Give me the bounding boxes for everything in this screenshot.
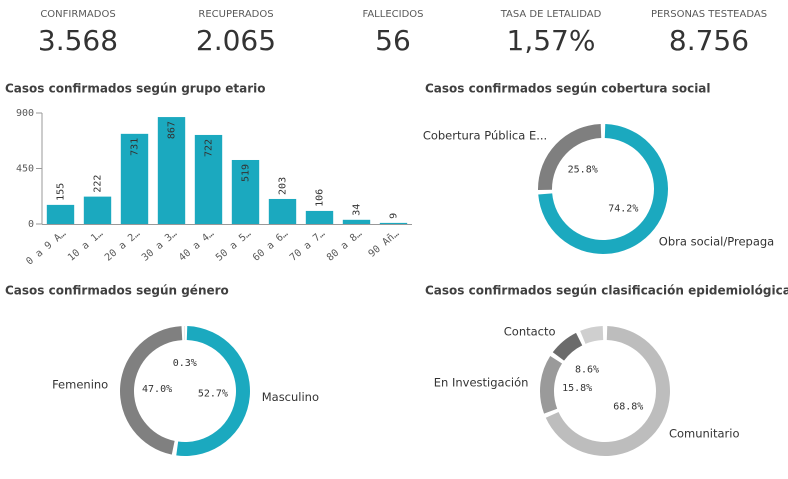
- data-label: 519: [241, 164, 252, 182]
- chart-title: Casos confirmados según clasificación ep…: [425, 284, 788, 298]
- chart-title: Casos confirmados según género: [5, 284, 229, 298]
- bar: [120, 133, 149, 224]
- bar: [157, 117, 186, 224]
- kpi-label: TASA DE LETALIDAD: [500, 9, 602, 20]
- bar: [231, 159, 260, 224]
- kpi-label: RECUPERADOS: [198, 9, 273, 20]
- data-label: 25.8%: [568, 165, 598, 176]
- category-label: Comunitario: [669, 426, 740, 440]
- data-label: 74.2%: [608, 203, 638, 214]
- x-tick-label: 10 a 1…: [66, 228, 105, 264]
- chart-title: Casos confirmados según grupo etario: [5, 82, 266, 96]
- x-tick-label: 20 a 2…: [103, 228, 142, 264]
- chart-title: Casos confirmados según cobertura social: [425, 82, 711, 96]
- data-label: 9: [389, 213, 400, 219]
- data-label: 52.7%: [198, 388, 228, 399]
- kpi-value: 8.756: [669, 24, 749, 57]
- data-label: 106: [315, 189, 326, 207]
- category-label: Cobertura Pública E...: [423, 128, 547, 142]
- x-tick-label: 70 a 7…: [288, 228, 327, 264]
- donut-segment: [552, 332, 583, 361]
- donut-segment: [540, 356, 563, 414]
- kpi-label: FALLECIDOS: [363, 9, 424, 20]
- y-tick-label: 900: [16, 108, 34, 119]
- x-tick-label: 30 a 3…: [140, 228, 179, 264]
- data-label: 722: [204, 139, 215, 157]
- x-tick-label: 0 a 9 A…: [24, 228, 68, 267]
- x-tick-label: 60 a 6…: [251, 228, 290, 264]
- x-tick-label: 50 a 5…: [214, 228, 253, 264]
- category-label: Femenino: [52, 378, 108, 392]
- y-tick-label: 450: [16, 164, 34, 175]
- data-label: 47.0%: [142, 384, 172, 395]
- kpi-label: PERSONAS TESTEADAS: [651, 9, 767, 20]
- data-label: 0.3%: [173, 358, 197, 369]
- kpi-value: 2.065: [196, 24, 276, 57]
- data-label: 15.8%: [562, 383, 592, 394]
- kpi-value: 3.568: [38, 24, 118, 57]
- category-label: Obra social/Prepaga: [659, 235, 774, 249]
- donut-segment: [538, 124, 602, 190]
- kpi-value: 56: [375, 24, 411, 57]
- data-label: 203: [278, 177, 289, 195]
- y-tick-label: 0: [28, 219, 34, 230]
- data-label: 8.6%: [575, 365, 599, 376]
- donut-segment: [580, 326, 604, 344]
- x-tick-label: 40 a 4…: [177, 228, 216, 264]
- kpi-label: CONFIRMADOS: [40, 9, 115, 20]
- data-label: 68.8%: [613, 402, 643, 413]
- kpi-value: 1,57%: [507, 24, 596, 57]
- bar: [342, 219, 371, 224]
- data-label: 155: [56, 183, 67, 201]
- donut-segment: [119, 326, 183, 455]
- category-label: Contacto: [504, 324, 556, 338]
- data-label: 34: [352, 204, 363, 216]
- bar: [83, 196, 112, 224]
- bar: [379, 222, 408, 224]
- category-label: En Investigación: [434, 375, 529, 389]
- data-label: 867: [167, 121, 178, 139]
- bar: [268, 198, 297, 224]
- bar: [46, 204, 75, 224]
- bar: [194, 134, 223, 224]
- x-tick-label: 90 Añ…: [367, 228, 402, 260]
- category-label: Masculino: [262, 390, 319, 404]
- data-label: 222: [93, 175, 104, 193]
- x-tick-label: 80 a 8…: [325, 228, 364, 264]
- donut-segment: [176, 326, 250, 456]
- bar: [305, 210, 334, 224]
- data-label: 731: [130, 138, 141, 156]
